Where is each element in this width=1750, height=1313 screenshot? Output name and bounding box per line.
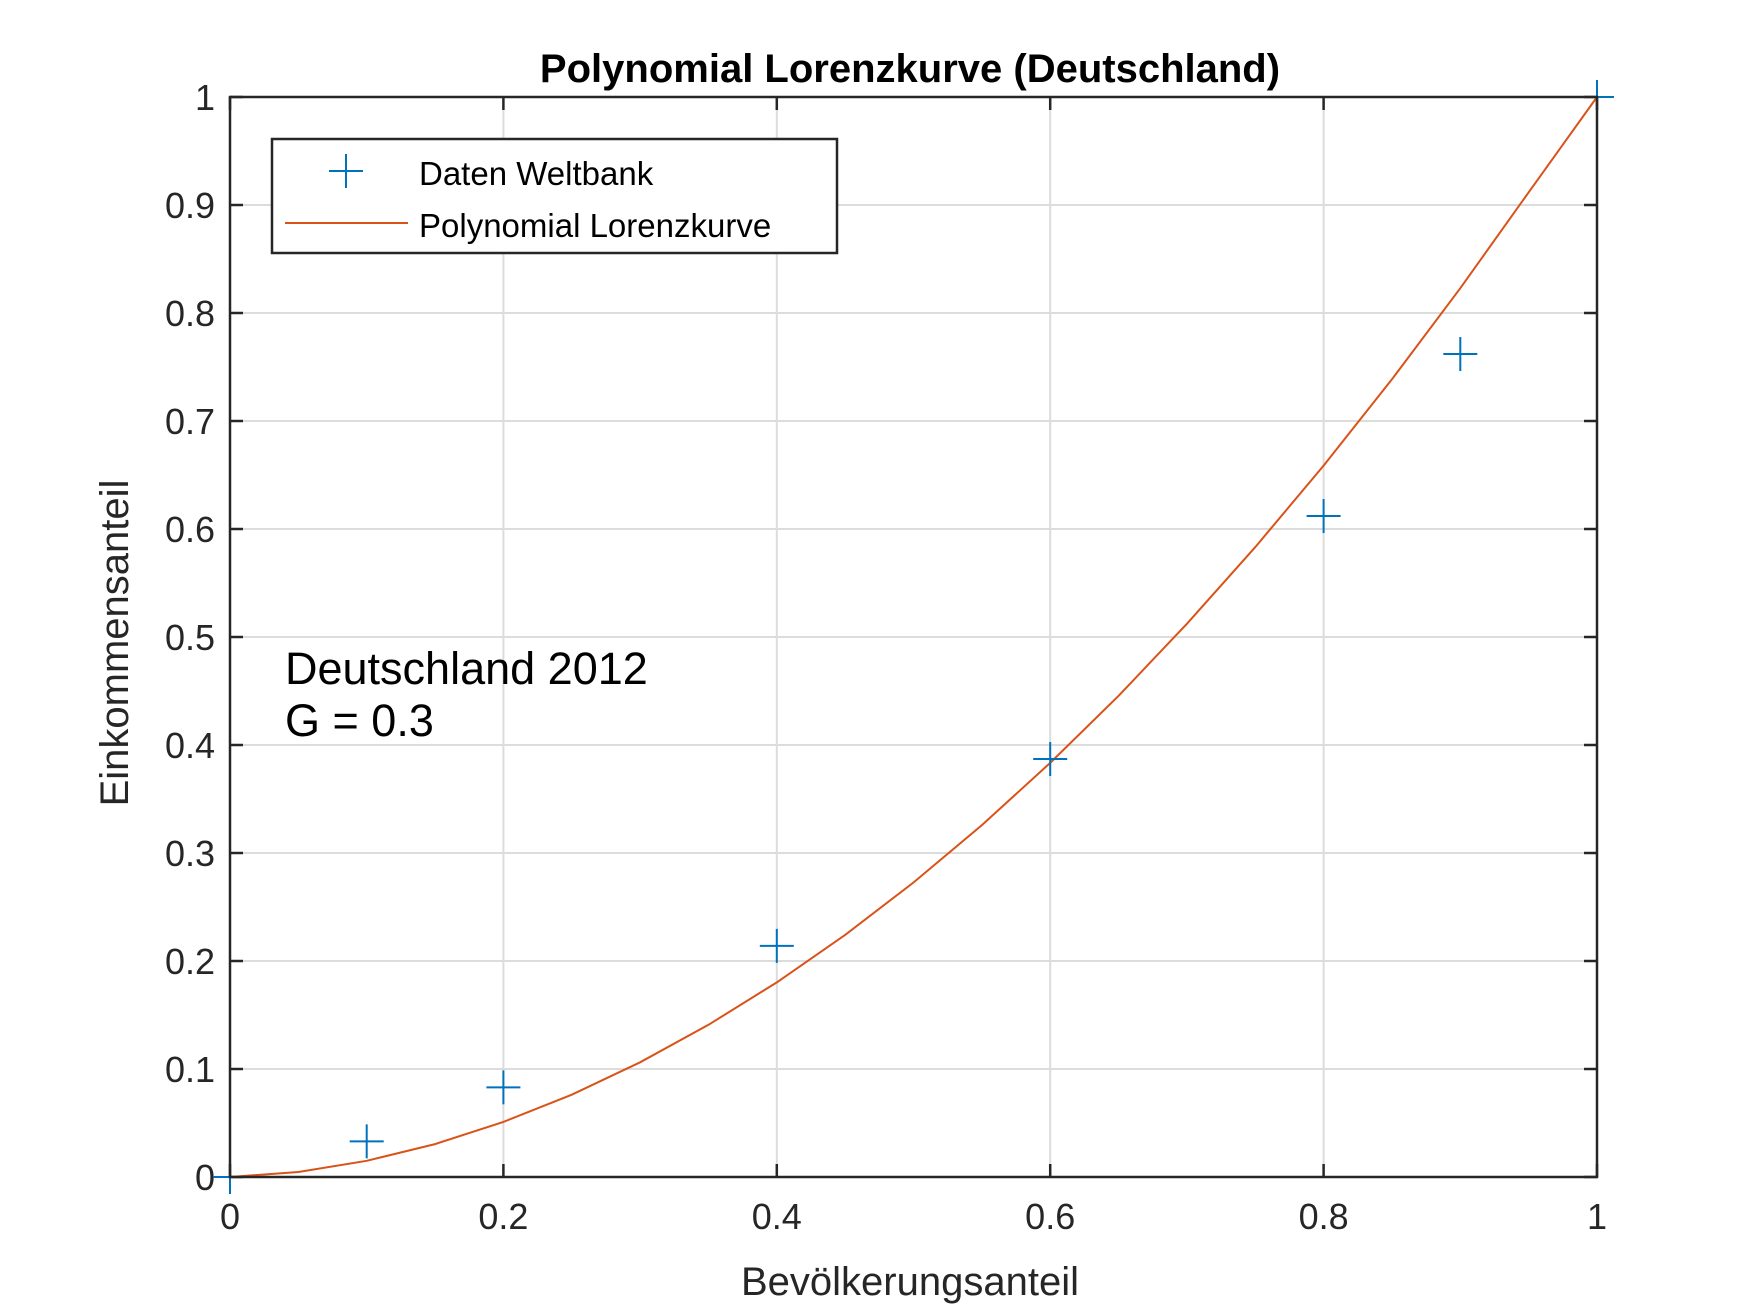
x-tick-label: 0.2 <box>478 1196 528 1237</box>
annotation-country-year: Deutschland 2012 <box>285 643 648 694</box>
y-tick-label: 0.4 <box>165 725 215 766</box>
y-tick-label: 0 <box>195 1157 215 1198</box>
y-tick-label: 0.7 <box>165 401 215 442</box>
x-tick-label: 0.4 <box>752 1196 802 1237</box>
x-tick-label: 1 <box>1587 1196 1607 1237</box>
data-point-daten-weltbank <box>1306 499 1341 534</box>
data-point-daten-weltbank <box>1033 742 1068 777</box>
x-axis-label: Bevölkerungsanteil <box>741 1260 1079 1304</box>
legend-marker-daten-weltbank <box>329 154 363 188</box>
x-tick-labels: 0 0.2 0.4 0.6 0.8 1 <box>220 1196 1607 1237</box>
y-tick-label: 1 <box>195 77 215 118</box>
y-tick-label: 0.8 <box>165 293 215 334</box>
annotation-gini: G = 0.3 <box>285 695 434 746</box>
y-axis-label: Einkommensanteil <box>93 480 137 807</box>
x-tick-label: 0.6 <box>1025 1196 1075 1237</box>
y-tick-label: 0.9 <box>165 185 215 226</box>
y-tick-labels: 0 0.1 0.2 0.3 0.4 0.5 0.6 0.7 0.8 0.9 1 <box>165 77 215 1198</box>
data-point-daten-weltbank <box>486 1070 521 1105</box>
y-tick-label: 0.5 <box>165 617 215 658</box>
legend: Daten Weltbank Polynomial Lorenzkurve <box>270 137 839 255</box>
x-tick-label: 0.8 <box>1299 1196 1349 1237</box>
x-tick-label: 0 <box>220 1196 240 1237</box>
legend-box <box>270 137 839 255</box>
chart-title: Polynomial Lorenzkurve (Deutschland) <box>540 47 1280 91</box>
legend-label-polynomial-lorenzkurve: Polynomial Lorenzkurve <box>419 207 771 244</box>
y-tick-label: 0.6 <box>165 509 215 550</box>
data-point-daten-weltbank <box>1443 337 1478 372</box>
plot-frame <box>228 95 1599 1179</box>
legend-label-daten-weltbank: Daten Weltbank <box>419 155 654 192</box>
data-point-daten-weltbank <box>759 928 794 963</box>
series-line-polynomial-lorenzkurve <box>229 96 1598 1178</box>
y-tick-label: 0.3 <box>165 833 215 874</box>
data-point-daten-weltbank <box>349 1124 384 1159</box>
y-tick-label: 0.2 <box>165 941 215 982</box>
y-tick-label: 0.1 <box>165 1049 215 1090</box>
